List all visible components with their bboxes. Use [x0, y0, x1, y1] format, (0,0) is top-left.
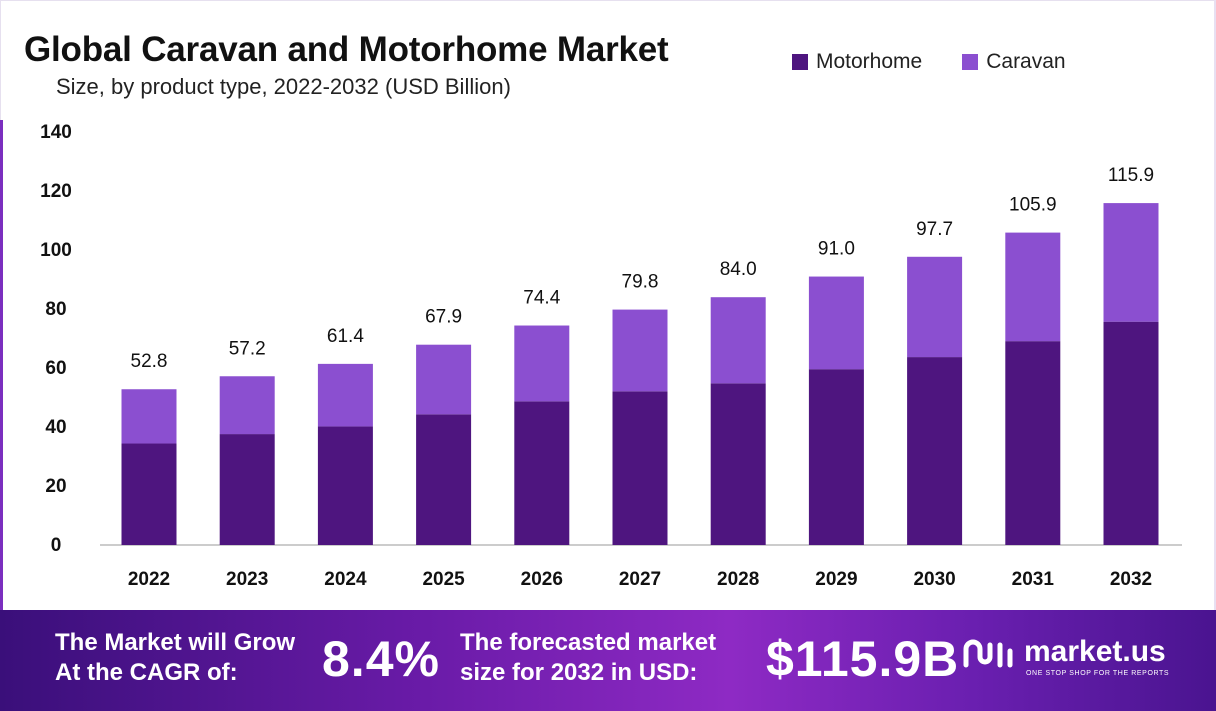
bar-motorhome-2027	[612, 391, 668, 545]
footer-banner: The Market will Grow At the CAGR of: 8.4…	[0, 610, 1216, 711]
legend-label-motorhome: Motorhome	[816, 50, 923, 73]
bar-motorhome-2025	[416, 414, 472, 545]
bar-motorhome-2029	[808, 369, 864, 545]
cagr-label: The Market will Grow At the CAGR of:	[55, 628, 325, 688]
legend: Motorhome Caravan	[792, 50, 1066, 74]
bar-caravan-2030	[907, 256, 963, 358]
bar-caravan-2023	[219, 376, 275, 435]
bar-motorhome-2023	[219, 434, 275, 545]
y-tick-label: 0	[51, 535, 62, 556]
y-tick-label: 20	[45, 476, 66, 497]
bar-caravan-2022	[121, 389, 177, 444]
bar-motorhome-2030	[907, 357, 963, 545]
chart-subtitle: Size, by product type, 2022-2032 (USD Bi…	[56, 74, 511, 99]
x-tick-label-2027: 2027	[619, 569, 661, 590]
cagr-label-line1: The Market will Grow	[55, 629, 296, 656]
x-tick-label-2026: 2026	[521, 569, 563, 590]
data-label-total-2027: 79.8	[622, 272, 659, 293]
data-label-total-2025: 67.9	[425, 307, 462, 328]
bar-caravan-2032	[1103, 203, 1159, 322]
bar-caravan-2029	[808, 276, 864, 370]
y-tick-label: 40	[45, 417, 66, 438]
y-tick-label: 60	[45, 358, 66, 379]
x-tick-label-2028: 2028	[717, 569, 759, 590]
right-accent-bar	[1214, 0, 1216, 610]
legend-swatch-motorhome	[792, 54, 808, 70]
x-tick-label-2022: 2022	[128, 569, 170, 590]
x-tick-label-2025: 2025	[422, 569, 465, 590]
bar-caravan-2025	[416, 344, 472, 415]
x-tick-label-2032: 2032	[1110, 569, 1152, 590]
market-size-value: $115.9B	[766, 631, 960, 687]
data-label-total-2028: 84.0	[720, 259, 757, 280]
cagr-value: 8.4%	[322, 631, 440, 687]
data-label-total-2026: 74.4	[523, 288, 560, 309]
brand-tagline: ONE STOP SHOP FOR THE REPORTS	[1026, 670, 1170, 677]
market-size-label: The forecasted market size for 2032 in U…	[460, 628, 760, 688]
left-accent-bar	[0, 120, 3, 610]
x-tick-label-2031: 2031	[1012, 569, 1055, 590]
x-tick-label-2023: 2023	[226, 569, 268, 590]
market-us-logo-icon	[963, 639, 1013, 668]
legend-item-caravan: Caravan	[962, 50, 1066, 74]
x-tick-label-2029: 2029	[815, 569, 857, 590]
brand-name: market.us	[1024, 635, 1166, 668]
data-label-total-2024: 61.4	[327, 326, 364, 347]
bar-motorhome-2022	[121, 443, 177, 545]
y-tick-label: 140	[40, 122, 72, 143]
bar-caravan-2028	[710, 297, 766, 384]
cagr-label-line2: At the CAGR of:	[55, 659, 238, 686]
data-label-total-2022: 52.8	[131, 351, 168, 372]
bar-chart: 0 20 40 60 80 100 120 140 52.8 2022 57.2 2023 61.4 20…	[40, 122, 1182, 590]
bar-motorhome-2024	[317, 426, 373, 545]
x-tick-label-2024: 2024	[324, 569, 367, 590]
market-size-label-line1: The forecasted market	[460, 629, 717, 656]
y-tick-label: 80	[45, 299, 66, 320]
bar-motorhome-2026	[514, 401, 570, 545]
brand-logo: market.us	[962, 635, 1166, 669]
y-tick-label: 120	[40, 181, 72, 202]
y-tick-label: 100	[40, 240, 72, 261]
bar-caravan-2026	[514, 325, 570, 402]
bar-motorhome-2031	[1005, 341, 1061, 545]
bar-caravan-2031	[1005, 232, 1061, 342]
legend-label-caravan: Caravan	[986, 50, 1066, 73]
bar-motorhome-2028	[710, 383, 766, 545]
x-tick-label-2030: 2030	[913, 569, 955, 590]
bar-caravan-2027	[612, 309, 668, 392]
data-label-total-2023: 57.2	[229, 338, 266, 359]
market-size-label-line2: size for 2032 in USD:	[460, 659, 698, 686]
bar-motorhome-2032	[1103, 321, 1159, 545]
legend-swatch-caravan	[962, 54, 979, 70]
bar-caravan-2024	[317, 363, 373, 427]
data-label-total-2031: 105.9	[1009, 195, 1057, 216]
chart-title: Global Caravan and Motorhome Market	[24, 30, 669, 69]
data-label-total-2032: 115.9	[1108, 165, 1154, 186]
data-label-total-2030: 97.7	[916, 219, 953, 240]
legend-item-motorhome: Motorhome	[792, 50, 922, 74]
data-label-total-2029: 91.0	[818, 239, 855, 260]
